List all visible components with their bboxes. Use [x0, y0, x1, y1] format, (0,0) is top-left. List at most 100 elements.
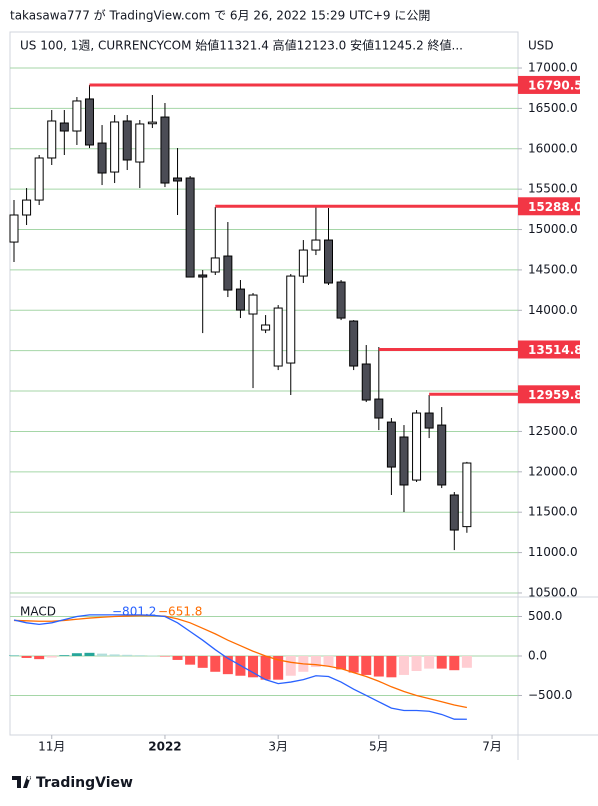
histogram-bar: [373, 655, 384, 677]
histogram-bar: [285, 655, 296, 676]
histogram-bar: [310, 655, 321, 668]
candle-body: [135, 123, 145, 163]
candle-body: [22, 199, 32, 216]
candle-body: [122, 120, 132, 161]
histogram-bar: [436, 655, 447, 669]
candle-body: [374, 398, 384, 419]
x-tick-label: 11月: [38, 740, 65, 754]
candle-body: [47, 120, 57, 159]
histogram-bar: [222, 655, 233, 675]
histogram-bar: [336, 655, 347, 670]
histogram-bar: [159, 655, 170, 657]
histogram-bar: [34, 655, 45, 660]
candle-body: [223, 255, 233, 291]
candle-body: [361, 363, 371, 401]
level-label: 12959.8: [528, 388, 583, 402]
candle-body: [437, 424, 447, 486]
histogram-bar: [84, 652, 95, 656]
y-tick-label: 10500.0: [528, 585, 578, 599]
histogram-bar: [348, 655, 359, 673]
histogram-bar: [197, 655, 208, 668]
candle-body: [59, 122, 69, 132]
candle-body: [261, 324, 271, 331]
histogram-bar: [398, 655, 409, 675]
candle-body: [349, 320, 359, 367]
level-tag: [518, 385, 580, 404]
y-tick-label: 500.0: [528, 609, 562, 623]
x-tick-label: 3月: [268, 740, 288, 754]
macd-line: [13, 614, 467, 720]
histogram-bar: [147, 655, 158, 657]
histogram-bar: [386, 655, 397, 678]
candle-body: [110, 121, 120, 173]
candle-body: [9, 214, 19, 243]
candle-body: [298, 249, 308, 277]
y-tick-label: 15500.0: [528, 182, 578, 196]
level-label: 13514.8: [528, 343, 583, 357]
histogram-bar: [210, 655, 221, 672]
level-label: 16790.5: [528, 78, 583, 92]
y-tick-label: 12500.0: [528, 424, 578, 438]
y-tick-label: 12000.0: [528, 464, 578, 478]
candle-body: [462, 462, 472, 528]
histogram-bar: [134, 655, 145, 656]
macd-value: −801.2: [112, 605, 156, 619]
candle-body: [34, 157, 44, 201]
y-tick-label: 15000.0: [528, 222, 578, 236]
level-tag: [518, 75, 580, 94]
candle-body: [84, 98, 94, 146]
signal-line: [13, 615, 468, 709]
y-tick-label: 11500.0: [528, 505, 578, 519]
histogram-bar: [21, 655, 32, 658]
y-tick-label: 17000.0: [528, 61, 578, 75]
histogram-bar: [273, 655, 284, 680]
histogram-bar: [109, 654, 120, 656]
histogram-bar: [9, 655, 19, 657]
y-tick-label: 14000.0: [528, 303, 578, 317]
candle-body: [311, 239, 321, 251]
tv-logo: [12, 776, 32, 788]
x-tick-label: 7月: [482, 740, 502, 754]
currency-unit: USD: [528, 39, 554, 53]
level-tag: [518, 340, 580, 359]
histogram-bar: [71, 653, 82, 656]
histogram-bar: [248, 655, 259, 678]
candle-body: [72, 100, 82, 132]
candle-body: [273, 307, 283, 367]
candle-body: [399, 436, 409, 486]
candle-body: [147, 121, 157, 125]
candle-body: [324, 239, 333, 284]
candle-body: [160, 116, 170, 184]
histogram-bar: [461, 655, 472, 668]
x-tick-label: 5月: [369, 740, 389, 754]
candle-body: [97, 142, 107, 174]
histogram-bar: [260, 655, 271, 680]
signal-value: −651.8: [158, 605, 202, 619]
histogram-bar: [185, 655, 196, 665]
y-tick-label: 16500.0: [528, 101, 578, 115]
histogram-bar: [424, 655, 435, 669]
candle-body: [386, 421, 396, 468]
histogram-bar: [172, 655, 183, 660]
y-tick-label: 11000.0: [528, 545, 578, 559]
candle-body: [198, 274, 208, 278]
histogram-bar: [411, 655, 422, 671]
publish-header: takasawa777 が TradingView.com で 6月 26, 2…: [10, 8, 430, 23]
histogram-bar: [97, 653, 108, 656]
y-tick-label: 14500.0: [528, 262, 578, 276]
y-tick-label: 16000.0: [528, 141, 578, 155]
candle-body: [286, 275, 296, 364]
candle-body: [336, 281, 346, 319]
histogram-bar: [46, 655, 57, 658]
y-tick-label: 0.0: [528, 648, 547, 662]
candle-body: [449, 494, 459, 531]
histogram-bar: [361, 655, 372, 675]
symbol-legend: US 100, 1週, CURRENCYCOM 始値11321.4 高値1212…: [20, 38, 463, 53]
histogram-bar: [449, 655, 460, 671]
candle-body: [248, 294, 258, 315]
candle-body: [424, 412, 434, 429]
histogram-bar: [323, 655, 334, 667]
x-tick-label: 2022: [148, 740, 181, 754]
histogram-bar: [59, 655, 70, 656]
